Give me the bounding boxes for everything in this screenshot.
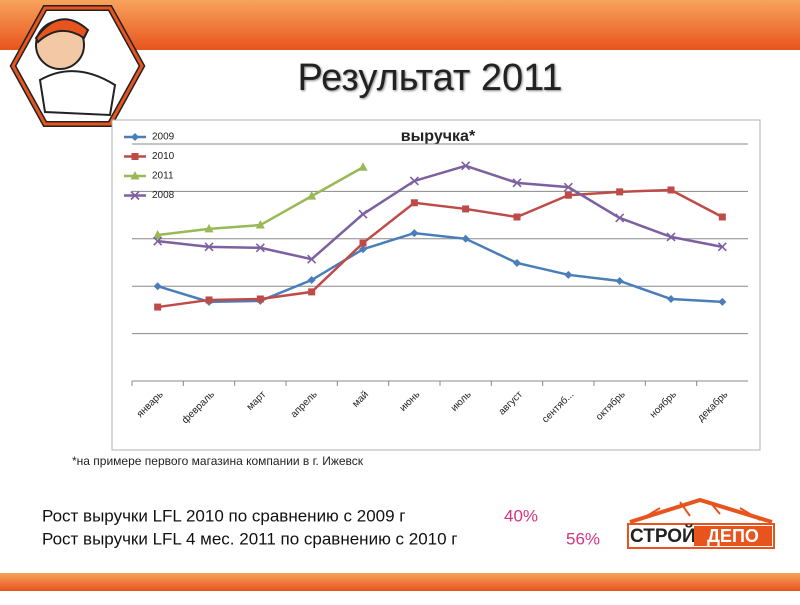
marker <box>255 220 265 229</box>
note-value: 56% <box>566 529 600 548</box>
marker <box>359 239 367 247</box>
bottom-band <box>0 573 800 591</box>
slide-title: Результат 2011 <box>297 57 562 99</box>
marker <box>255 243 265 253</box>
marker <box>564 270 573 279</box>
marker <box>204 242 214 252</box>
top-band <box>0 0 800 50</box>
note-text: Рост выручки LFL 4 мес. 2011 по сравнени… <box>42 529 458 548</box>
marker <box>204 223 214 233</box>
marker <box>153 282 162 291</box>
marker <box>615 213 625 223</box>
marker <box>130 171 140 180</box>
marker <box>513 213 521 221</box>
legend-label: 2010 <box>152 151 175 162</box>
marker <box>615 276 624 285</box>
marker <box>410 229 419 238</box>
legend-label: 2008 <box>152 190 175 201</box>
marker <box>563 182 573 192</box>
marker <box>461 161 471 171</box>
mascot-logo <box>9 5 146 127</box>
marker <box>666 232 676 242</box>
chart-title: выручка* <box>401 128 476 145</box>
marker <box>667 186 675 194</box>
marker <box>131 153 139 160</box>
marker <box>256 295 264 303</box>
marker <box>513 258 521 267</box>
marker <box>616 188 624 196</box>
marker <box>358 209 368 219</box>
marker <box>153 230 163 239</box>
marker <box>154 303 162 311</box>
footnote: *на примере первого магазина компании в … <box>72 454 364 468</box>
marker <box>717 242 727 252</box>
marker <box>205 296 213 304</box>
marker <box>131 133 139 141</box>
marker <box>409 176 419 186</box>
marker <box>359 245 367 254</box>
logo-text: СТРОЙ <box>630 525 696 547</box>
marker <box>564 191 572 199</box>
legend-label: 2011 <box>152 171 174 182</box>
line <box>157 164 723 261</box>
line <box>157 188 723 309</box>
marker <box>308 288 316 296</box>
line <box>157 231 723 304</box>
legend-label: 2009 <box>152 132 175 143</box>
marker <box>512 178 522 188</box>
marker <box>667 294 675 303</box>
marker <box>462 205 470 213</box>
marker <box>461 234 470 243</box>
marker <box>718 297 727 306</box>
marker <box>410 199 418 207</box>
marker <box>718 213 726 221</box>
marker <box>130 190 140 201</box>
note-text: Рост выручки LFL 2010 по сравнению с 200… <box>42 506 406 525</box>
marker <box>307 276 316 285</box>
brand-logo: СТРОЙ ДЕПО <box>627 497 775 549</box>
marker <box>307 191 317 200</box>
marker <box>153 236 163 246</box>
logo-text: ДЕПО <box>707 526 759 546</box>
marker <box>307 254 317 264</box>
marker <box>358 162 368 171</box>
note-value: 40% <box>504 506 538 525</box>
